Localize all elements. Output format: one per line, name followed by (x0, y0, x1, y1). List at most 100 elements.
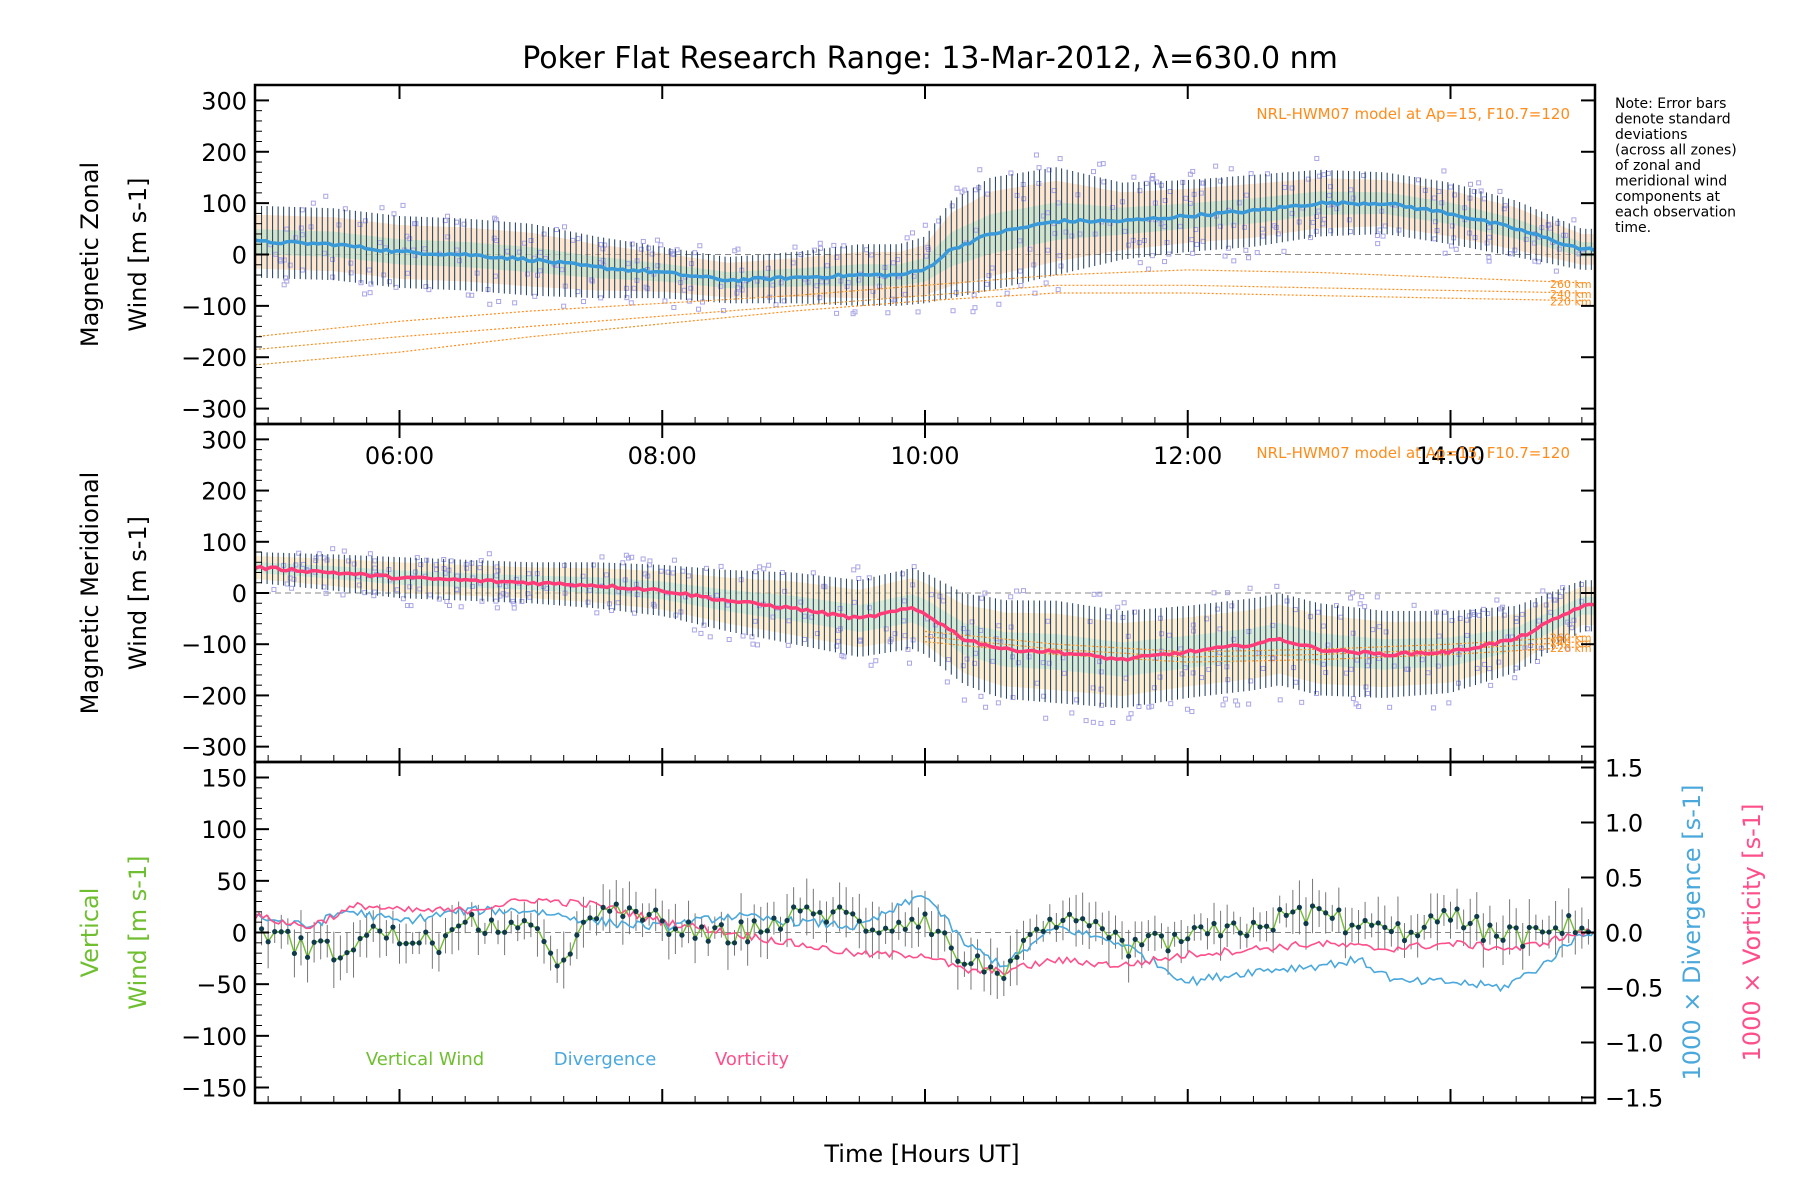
vertical-wind-point (1421, 924, 1427, 930)
legend-entry: Divergence (554, 1049, 657, 1070)
vertical-wind-point (370, 923, 376, 929)
scatter-point (393, 284, 399, 290)
scatter-point (1010, 695, 1016, 701)
scatter-point (1471, 188, 1477, 194)
scatter-point (1361, 173, 1367, 179)
vertical-wind-point (915, 924, 922, 930)
scatter-point (652, 603, 658, 609)
scatter-point (767, 294, 773, 300)
note-line: time. (1615, 220, 1651, 236)
scatter-point (834, 310, 840, 316)
scatter-point (1150, 176, 1156, 182)
scatter-point (368, 281, 374, 287)
scatter-point (750, 641, 756, 647)
y2-tick-label: 1.0 (1605, 810, 1643, 838)
scatter-point (640, 556, 646, 562)
scatter-point (979, 595, 985, 601)
scatter-point (351, 561, 357, 567)
scatter-point (1191, 628, 1197, 634)
x-tick-label: 14:00 (1416, 442, 1485, 470)
scatter-point (367, 290, 373, 296)
vertical-wind-point (1093, 918, 1099, 925)
vertical-wind-point (1362, 917, 1368, 924)
scatter-point (323, 590, 329, 596)
scatter-point (1431, 705, 1437, 711)
scatter-point (293, 562, 299, 568)
scatter-point (1579, 581, 1585, 587)
scatter-point (1225, 245, 1231, 251)
vertical-wind-point (1165, 948, 1171, 954)
scatter-point (296, 550, 302, 556)
scatter-point (944, 679, 950, 685)
scatter-point (1497, 188, 1503, 194)
scatter-point (357, 221, 363, 227)
vertical-wind-point (1336, 907, 1342, 913)
scatter-point (1448, 243, 1454, 249)
scatter-point (407, 236, 413, 242)
scatter-point (822, 584, 828, 590)
vertical-wind-point (1382, 924, 1388, 930)
vertical-wind-point (1461, 925, 1467, 931)
scatter-point (1121, 600, 1127, 606)
scatter-point (1060, 655, 1066, 661)
scatter-point (818, 245, 824, 251)
vorticity-line (254, 897, 1596, 976)
vertical-wind-point (1369, 922, 1375, 928)
scatter-point (281, 282, 287, 288)
vertical-wind-point (731, 940, 738, 946)
vertical-wind-point (534, 925, 541, 932)
vertical-wind-point (843, 909, 849, 915)
scatter-point (1015, 660, 1021, 666)
scatter-point (1146, 266, 1152, 272)
scatter-point (1333, 603, 1339, 609)
scatter-point (1098, 669, 1104, 675)
y2-tick-label: −1.5 (1605, 1085, 1663, 1113)
scatter-point (1014, 588, 1020, 594)
scatter-point (1235, 702, 1241, 708)
scatter-point (889, 296, 895, 302)
scatter-point (491, 235, 497, 241)
scatter-point (1457, 615, 1463, 621)
vertical-wind-point (771, 915, 777, 921)
scatter-point (906, 660, 912, 666)
scatter-point (1481, 606, 1487, 612)
scatter-point (901, 598, 907, 604)
scatter-point (1299, 699, 1305, 705)
scatter-point (366, 267, 372, 273)
vertical-wind-point (1106, 935, 1112, 941)
scatter-point (632, 610, 638, 616)
scatter-point (1063, 229, 1069, 235)
vertical-wind-point (580, 919, 587, 925)
scatter-point (851, 567, 857, 573)
vertical-wind-point (994, 970, 1000, 976)
scatter-point (1183, 195, 1189, 201)
vertical-wind-point (856, 918, 862, 924)
vertical-wind-point (1309, 903, 1316, 909)
scatter-point (497, 593, 503, 599)
scatter-point (1097, 659, 1103, 665)
scatter-point (407, 584, 413, 590)
scatter-point (293, 235, 299, 241)
vertical-wind-point (462, 919, 468, 925)
scatter-point (405, 270, 411, 276)
vertical-wind-point (830, 909, 836, 915)
vertical-wind-point (1257, 924, 1263, 930)
vertical-wind-point (383, 935, 389, 941)
scatter-point (1231, 222, 1237, 228)
scatter-point (362, 218, 368, 224)
y-tick-label: −200 (181, 682, 247, 710)
vertical-wind-point (469, 911, 475, 918)
scatter-point (638, 246, 644, 252)
scatter-point (973, 227, 979, 233)
scatter-point (330, 546, 336, 552)
y-axis-label-line1: Vertical (76, 888, 104, 978)
scatter-point (868, 662, 874, 668)
scatter-point (598, 295, 604, 301)
vertical-wind-point (705, 938, 711, 944)
vertical-wind-point (410, 940, 416, 946)
vertical-wind-point (639, 917, 646, 923)
scatter-point (778, 280, 784, 286)
vertical-wind-point (1053, 924, 1059, 931)
